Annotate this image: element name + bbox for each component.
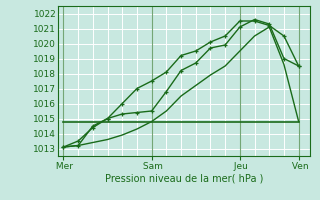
X-axis label: Pression niveau de la mer( hPa ): Pression niveau de la mer( hPa ): [105, 173, 263, 183]
